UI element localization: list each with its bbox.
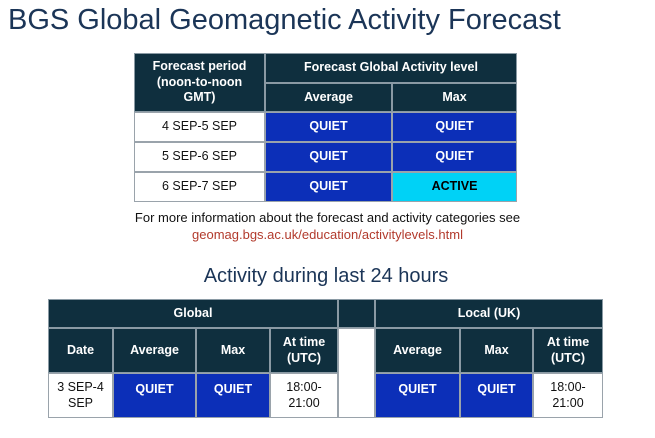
level-cell: QUIET — [265, 112, 392, 142]
column-header: At time (UTC) — [270, 328, 338, 373]
date-cell: 3 SEP-4 SEP — [48, 373, 113, 418]
level-cell: QUIET — [265, 172, 392, 202]
level-cell: QUIET — [460, 373, 533, 418]
level-cell: QUIET — [392, 112, 517, 142]
period-cell: 6 SEP-7 SEP — [134, 172, 265, 202]
header-cell: Forecast period (noon-to-noon GMT) — [134, 53, 265, 112]
time-cell: 18:00-21:00 — [533, 373, 603, 418]
period-cell: 5 SEP-6 SEP — [134, 142, 265, 172]
level-cell: QUIET — [392, 142, 517, 172]
spacer-cell — [338, 299, 375, 328]
column-header: Average — [113, 328, 196, 373]
page-title: BGS Global Geomagnetic Activity Forecast — [8, 4, 561, 36]
level-cell: ACTIVE — [392, 172, 517, 202]
period-cell: 4 SEP-5 SEP — [134, 112, 265, 142]
time-cell: 18:00-21:00 — [270, 373, 338, 418]
spacer-cell — [338, 328, 375, 418]
info-link[interactable]: geomag.bgs.ac.uk/education/activitylevel… — [192, 227, 463, 242]
level-cell: QUIET — [265, 142, 392, 172]
group-header: Local (UK) — [375, 299, 603, 328]
header-cell: Forecast Global Activity level — [265, 53, 517, 83]
level-cell: QUIET — [196, 373, 270, 418]
column-header: Max — [460, 328, 533, 373]
header-cell: Average — [265, 83, 392, 112]
group-header: Global — [48, 299, 338, 328]
column-header: Max — [196, 328, 270, 373]
column-header: Date — [48, 328, 113, 373]
column-header: Average — [375, 328, 460, 373]
level-cell: QUIET — [375, 373, 460, 418]
column-header: At time (UTC) — [533, 328, 603, 373]
section-title: Activity during last 24 hours — [203, 265, 449, 287]
header-cell: Max — [392, 83, 517, 112]
info-text: For more information about the forecast … — [134, 210, 521, 225]
level-cell: QUIET — [113, 373, 196, 418]
